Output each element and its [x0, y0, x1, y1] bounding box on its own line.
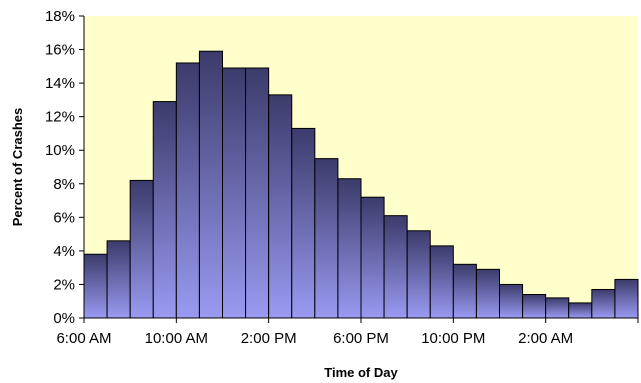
bar-15: [429, 245, 454, 319]
bar-23: [614, 278, 639, 319]
bar-12: [360, 196, 385, 319]
bar-19: [522, 294, 547, 319]
x-ticks-group: 6:00 AM 10:00 AM 2:00 PM 6:00 PM 10:00 PM 2:0…: [56, 318, 639, 347]
bar-14: [406, 230, 431, 319]
y-tick-label: 8%: [53, 176, 75, 193]
y-tick-label: 4%: [53, 243, 75, 260]
bar-2: [129, 179, 154, 319]
bar-5: [198, 50, 223, 319]
bar-21: [568, 302, 593, 319]
y-tick-label: 10%: [45, 142, 75, 159]
y-tick-label: 6%: [53, 209, 75, 226]
y-axis-title: Percent of Crashes: [10, 108, 25, 227]
bar-7: [245, 67, 270, 319]
y-tick-label: 0%: [53, 310, 75, 327]
x-tick-label: 2:00 PM: [241, 330, 297, 347]
bar-20: [545, 297, 570, 319]
x-tick-label: 2:00 AM: [518, 330, 573, 347]
x-tick-label: 6:00 AM: [56, 330, 111, 347]
y-tick-label: 2%: [53, 276, 75, 293]
y-tick-label: 12%: [45, 109, 75, 126]
bar-8: [268, 94, 293, 319]
y-tick-label: 16%: [45, 42, 75, 59]
bar-16: [452, 263, 477, 319]
y-tick-label: 18%: [45, 8, 75, 25]
bar-22: [591, 288, 616, 319]
bar-3: [152, 101, 177, 319]
bar-0: [83, 253, 108, 319]
bar-1: [106, 240, 131, 319]
bar-11: [337, 178, 362, 319]
x-axis-title: Time of Day: [324, 365, 398, 380]
x-tick-label: 6:00 PM: [333, 330, 389, 347]
bars-group: [83, 50, 639, 319]
y-ticks-group: 0% 2% 4% 6% 8% 10% 12% 14% 16% 18%: [45, 8, 84, 327]
x-tick-label: 10:00 PM: [421, 330, 485, 347]
bar-6: [222, 67, 247, 319]
bar-10: [314, 158, 339, 319]
bar-4: [175, 62, 200, 319]
bar-18: [499, 283, 524, 319]
bar-17: [475, 268, 501, 319]
bar-13: [383, 215, 408, 319]
y-tick-label: 14%: [45, 75, 75, 92]
bar-9: [291, 127, 316, 319]
x-tick-label: 10:00 AM: [145, 330, 208, 347]
